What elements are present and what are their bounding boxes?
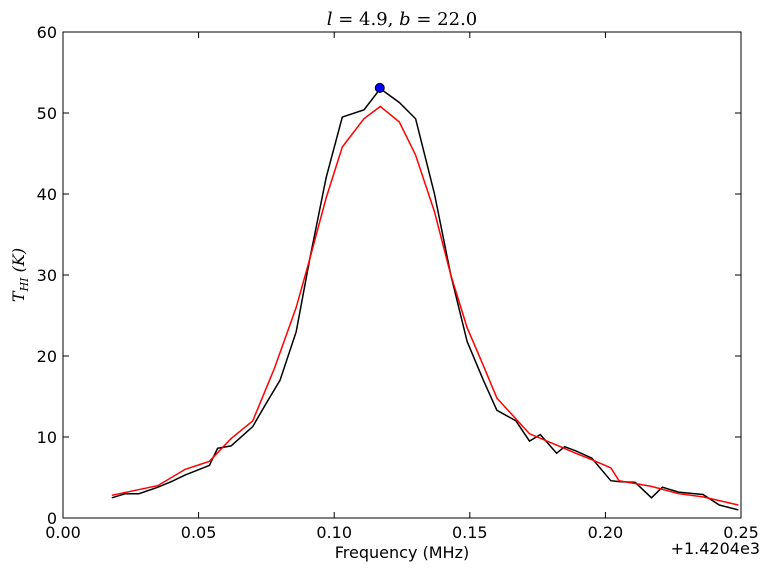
series-model-line [111,105,739,506]
y-axis-label-unit: (K) [9,248,28,278]
y-axis-label-subscript: HI [18,277,31,293]
y-tick-label: 30 [37,266,57,285]
x-tick-label: 0.25 [723,523,759,542]
plot-area: 0.00 0.05 0.10 0.15 0.20 0.25 0 10 20 30 40 50 60 [37,23,759,542]
chart-title-part-2: b [399,9,411,30]
x-axis-offset-label: +1.4204e3 [671,539,760,558]
x-tick-label: 0.00 [45,523,81,542]
y-tick-label: 60 [37,23,57,42]
chart-title-part-3: = 22.0 [411,9,478,30]
chart-title: l = 4.9, b = 22.0 [327,9,478,30]
y-tick-label: 20 [37,347,57,366]
x-axis-label: Frequency (MHz) [335,543,469,562]
x-axis: 0.00 0.05 0.10 0.15 0.20 0.25 [45,32,759,542]
chart-title-part-1: = 4.9, [333,9,400,30]
y-tick-label: 40 [37,185,57,204]
x-tick-label: 0.05 [181,523,217,542]
x-tick-label: 0.15 [452,523,488,542]
x-tick-label: 0.10 [316,523,352,542]
y-axis: 0 10 20 30 40 50 60 [37,23,741,528]
y-tick-label: 0 [47,509,57,528]
y-tick-label: 10 [37,428,57,447]
series-data-line [111,87,739,511]
y-axis-label: THI (K) [9,248,31,302]
y-tick-label: 50 [37,104,57,123]
x-tick-label: 0.20 [588,523,624,542]
chart-title-part-0: l [327,9,333,30]
peak-marker [374,82,385,93]
y-axis-label-main: T [9,290,28,302]
